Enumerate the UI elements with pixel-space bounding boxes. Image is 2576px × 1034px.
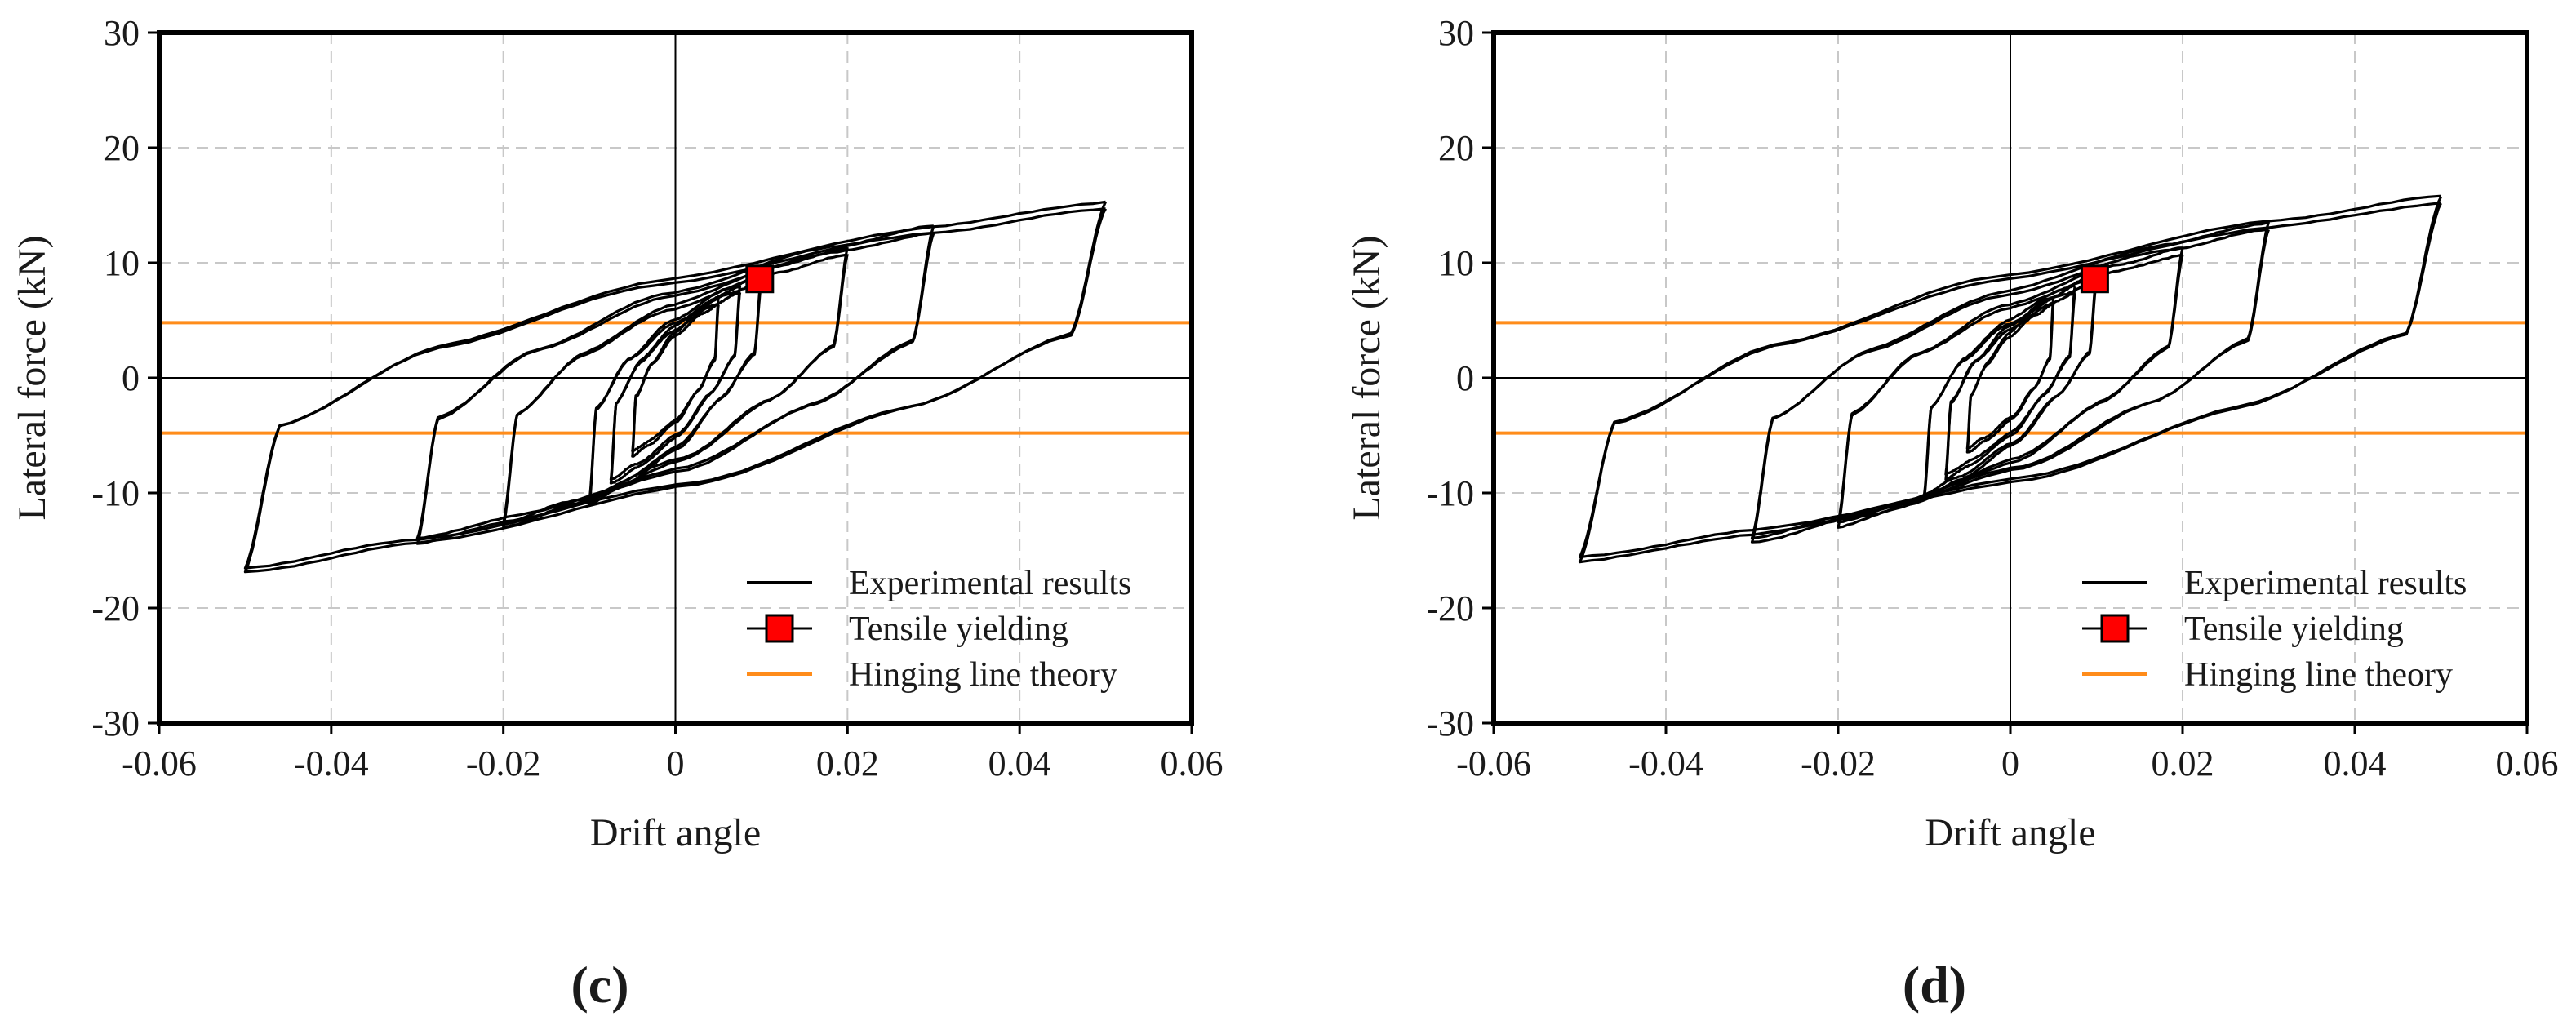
y-tick-label: 30 xyxy=(104,13,140,53)
hysteresis-loop xyxy=(631,303,720,453)
legend-label-tensile-yielding: Tensile yielding xyxy=(2184,610,2404,648)
y-axis-title: Lateral force (kN) xyxy=(1345,235,1388,520)
y-tick-label: 10 xyxy=(104,243,140,283)
x-tick-label: -0.06 xyxy=(1456,743,1531,783)
y-tick-label: 20 xyxy=(1438,128,1474,168)
legend: Experimental results Tensile yielding Hi… xyxy=(2082,565,2467,694)
x-tick-label: 0.04 xyxy=(988,743,1051,783)
legend-swatch-tensile-yielding-marker xyxy=(765,614,794,643)
x-axis-title: Drift angle xyxy=(1925,811,2095,854)
tensile-yielding-marker xyxy=(2080,264,2109,294)
y-tick-label: -20 xyxy=(91,588,140,628)
x-tick-labels: -0.06 -0.04 -0.02 0 0.02 0.04 0.06 xyxy=(122,743,1223,783)
x-tick-label: 0.02 xyxy=(816,743,879,783)
x-tick-label: 0 xyxy=(667,743,685,783)
tensile-yielding-marker xyxy=(745,264,775,294)
ticks xyxy=(1482,31,2529,734)
y-tick-labels: -30 -20 -10 0 10 20 30 xyxy=(91,13,140,743)
x-tick-label: -0.02 xyxy=(1801,743,1876,783)
y-tick-label: 30 xyxy=(1438,13,1474,53)
x-tick-label: 0.02 xyxy=(2152,743,2214,783)
x-tick-label: 0.06 xyxy=(2496,743,2559,783)
panel-caption: (d) xyxy=(1903,956,1966,1014)
x-tick-label: 0.06 xyxy=(1161,743,1224,783)
hysteresis-loop xyxy=(1837,253,2184,524)
x-tick-label: 0 xyxy=(2001,743,2019,783)
legend-label-experimental: Experimental results xyxy=(849,565,1131,602)
hysteresis-loop xyxy=(1944,291,2076,476)
y-tick-labels: -30 -20 -10 0 10 20 30 xyxy=(1426,13,1474,743)
legend: Experimental results Tensile yielding Hi… xyxy=(747,565,1131,694)
x-tick-label: -0.02 xyxy=(466,743,541,783)
y-tick-label: -30 xyxy=(1426,703,1474,743)
hysteresis-curve xyxy=(1578,194,2442,564)
x-axis-title: Drift angle xyxy=(590,811,761,854)
y-axis-title: Lateral force (kN) xyxy=(11,235,54,520)
legend-label-experimental: Experimental results xyxy=(2184,565,2467,602)
panel-caption: (c) xyxy=(571,956,628,1014)
x-tick-label: -0.04 xyxy=(294,743,369,783)
x-tick-label: 0.04 xyxy=(2324,743,2387,783)
tensile-yielding-point xyxy=(745,264,775,294)
y-tick-label: -10 xyxy=(91,473,140,513)
y-tick-label: -10 xyxy=(1426,473,1474,513)
y-tick-label: 0 xyxy=(122,358,140,398)
y-tick-label: 10 xyxy=(1438,243,1474,283)
chart-panel-c: -30 -20 -10 0 10 20 30 -0.06 -0.04 -0.02 0 0.02 0.0… xyxy=(11,13,1224,1014)
hysteresis-loop xyxy=(609,291,742,481)
y-tick-label: -20 xyxy=(1426,588,1474,628)
x-tick-label: -0.04 xyxy=(1628,743,1703,783)
hysteresis-loop xyxy=(1965,303,2055,450)
legend-label-hinging: Hinging line theory xyxy=(849,656,1117,694)
hysteresis-loop xyxy=(415,231,935,540)
ticks xyxy=(148,31,1193,734)
legend-label-tensile-yielding: Tensile yielding xyxy=(849,610,1068,648)
hysteresis-loop xyxy=(1750,228,2271,539)
legend-label-hinging: Hinging line theory xyxy=(2184,656,2453,694)
y-tick-label: -30 xyxy=(91,703,140,743)
x-tick-label: -0.06 xyxy=(122,743,197,783)
y-tick-label: 20 xyxy=(104,128,140,168)
y-tick-label: 0 xyxy=(1456,358,1474,398)
tensile-yielding-point xyxy=(2080,264,2109,294)
chart-panel-d: -30 -20 -10 0 10 20 30 -0.06 -0.04 -0.02 0 0.02 0.0… xyxy=(1345,13,2559,1014)
zero-axes xyxy=(1494,33,2527,723)
legend-swatch-tensile-yielding-marker xyxy=(2100,614,2130,643)
zero-axes xyxy=(159,33,1192,723)
x-tick-labels: -0.06 -0.04 -0.02 0 0.02 0.04 0.06 xyxy=(1456,743,2558,783)
